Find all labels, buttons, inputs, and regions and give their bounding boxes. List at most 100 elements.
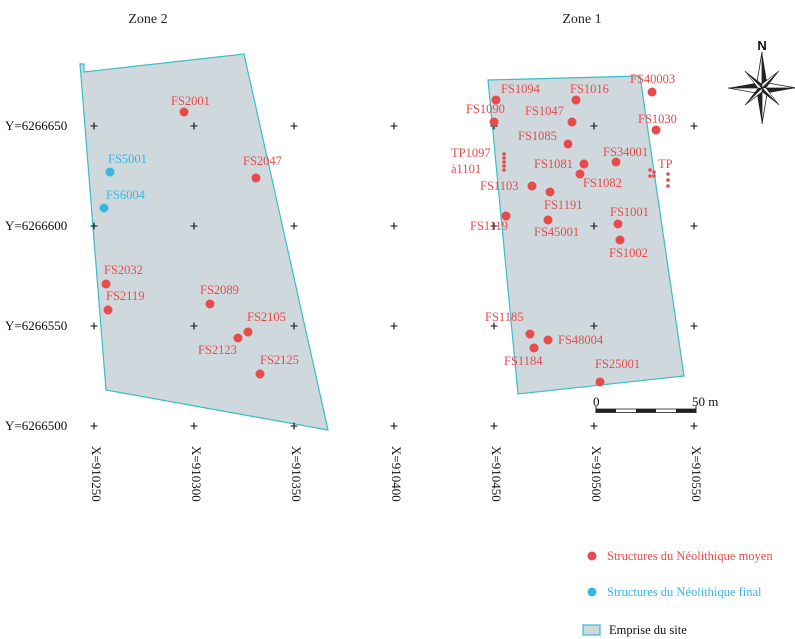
feature-marker — [567, 117, 577, 127]
legend-label-middle: Structures du Néolithique moyen — [607, 549, 773, 563]
feature-label: FS5001 — [108, 152, 147, 166]
feature-marker — [205, 299, 215, 309]
test-pit-dot — [666, 172, 670, 176]
grid-cross — [90, 322, 98, 330]
feature-label: FS2125 — [260, 353, 299, 367]
feature-marker — [489, 117, 499, 127]
y-axis-labels: Y=6266650 Y=6266600 Y=6266550 Y=6266500 — [5, 118, 67, 433]
grid-cross — [390, 422, 398, 430]
feature-marker — [545, 187, 555, 197]
feature-label: FS1081 — [534, 157, 573, 171]
test-pit-dot — [502, 160, 506, 164]
grid-cross — [290, 222, 298, 230]
scale-end-label: 50 m — [692, 394, 718, 409]
x-axis-labels: X=910250 X=910300 X=910350 X=910400 X=91… — [89, 446, 704, 502]
x-label: X=910300 — [189, 446, 204, 502]
feature-marker — [501, 211, 511, 221]
feature-marker — [103, 305, 113, 315]
grid-cross — [690, 122, 698, 130]
feature-marker — [529, 343, 539, 353]
test-pit-dot — [502, 168, 506, 172]
grid-cross — [490, 322, 498, 330]
test-pit-dot — [652, 170, 656, 174]
grid-cross — [290, 322, 298, 330]
test-pit-label: TP1097 à1101 — [451, 146, 491, 176]
feature-label: FS1016 — [570, 82, 609, 96]
test-pit-dot — [666, 184, 670, 188]
site-footprint — [487, 75, 685, 395]
grid-cross — [690, 422, 698, 430]
x-label: X=910550 — [689, 446, 704, 502]
feature-marker — [543, 215, 553, 225]
feature-label: FS2001 — [171, 94, 210, 108]
feature-label: FS6004 — [106, 188, 146, 202]
feature-marker — [647, 87, 657, 97]
feature-label: FS1094 — [501, 82, 541, 96]
legend-swatch-site — [582, 624, 601, 636]
feature-label: FS1030 — [638, 112, 677, 126]
grid-cross — [290, 422, 298, 430]
compass-rose-icon: N — [727, 38, 795, 125]
test-pit-dot — [666, 178, 670, 182]
feature-label: FS48004 — [558, 333, 604, 347]
feature-marker — [563, 139, 573, 149]
feature-label: FS1047 — [525, 104, 564, 118]
feature-marker — [101, 279, 111, 289]
feature-label: FS1085 — [518, 129, 557, 143]
test-pit-dot — [502, 164, 506, 168]
feature-label: FS1185 — [485, 310, 523, 324]
grid-cross — [190, 422, 198, 430]
grid-cross — [690, 322, 698, 330]
y-label: Y=6266500 — [5, 418, 67, 433]
scale-bar: 0 50 m — [593, 394, 718, 413]
feature-marker — [527, 181, 537, 191]
feature-label: FS1090 — [466, 102, 505, 116]
test-pit-dot — [648, 168, 652, 172]
test-pit-dot — [652, 174, 656, 178]
grid-cross — [190, 122, 198, 130]
x-label: X=910500 — [589, 446, 604, 502]
feature-marker — [233, 333, 243, 343]
feature-label: FS2105 — [247, 310, 286, 324]
grid-cross — [390, 322, 398, 330]
site-footprint — [79, 53, 329, 431]
feature-marker — [251, 173, 261, 183]
feature-labels: FS2001 FS2047 FS5001 FS6004 FS2032 FS2119 FS20… — [104, 72, 677, 371]
legend-label-site: Emprise du site — [609, 623, 687, 637]
zone-1-title: Zone 1 — [562, 12, 601, 27]
feature-marker — [255, 369, 265, 379]
feature-label: FS1103 — [480, 179, 518, 193]
legend-label-final: Structures du Néolithique final — [607, 585, 762, 599]
north-label: N — [757, 38, 766, 53]
test-pit-dot — [502, 152, 506, 156]
grid-cross — [190, 322, 198, 330]
feature-marker — [615, 235, 625, 245]
feature-marker — [613, 219, 623, 229]
feature-marker — [243, 327, 253, 337]
grid-cross — [390, 122, 398, 130]
feature-label: FS45001 — [534, 225, 579, 239]
grid-cross — [90, 422, 98, 430]
y-label: Y=6266600 — [5, 218, 67, 233]
grid-cross — [690, 222, 698, 230]
feature-marker — [525, 329, 535, 339]
feature-marker — [595, 377, 605, 387]
legend: Structures du Néolithique moyen Structur… — [582, 549, 773, 637]
x-label: X=910350 — [289, 446, 304, 502]
y-label: Y=6266650 — [5, 118, 67, 133]
feature-marker — [99, 203, 109, 213]
grid-cross — [290, 122, 298, 130]
feature-label: FS1191 — [544, 198, 582, 212]
site-footprints — [79, 53, 685, 431]
feature-label: FS2089 — [200, 283, 239, 297]
grid-cross — [590, 322, 598, 330]
feature-label: FS25001 — [595, 357, 640, 371]
grid-cross — [490, 222, 498, 230]
grid-cross — [90, 122, 98, 130]
feature-markers — [99, 87, 670, 387]
feature-marker — [105, 167, 115, 177]
feature-marker — [611, 157, 621, 167]
feature-marker — [179, 107, 189, 117]
feature-marker — [571, 95, 581, 105]
feature-marker — [491, 95, 501, 105]
